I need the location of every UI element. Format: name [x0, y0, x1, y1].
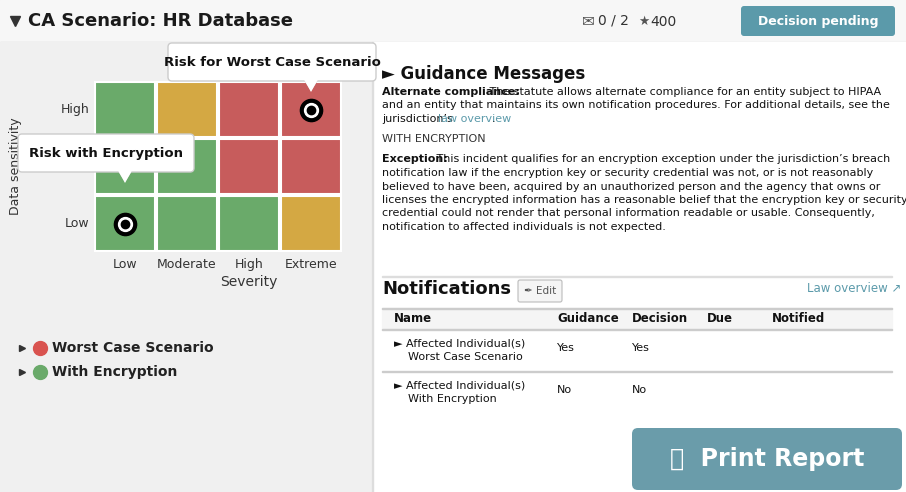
- Text: 0 / 2: 0 / 2: [598, 14, 629, 28]
- Text: Law overview ↗: Law overview ↗: [807, 282, 901, 295]
- Text: ► Affected Individual(s): ► Affected Individual(s): [394, 380, 525, 390]
- Bar: [157, 139, 217, 194]
- Text: High: High: [235, 258, 264, 271]
- Text: Risk with Encryption: Risk with Encryption: [29, 147, 183, 159]
- Polygon shape: [116, 167, 134, 183]
- Bar: [382, 330, 892, 372]
- Polygon shape: [116, 168, 134, 182]
- Text: Notified: Notified: [772, 312, 825, 326]
- Text: ✒ Edit: ✒ Edit: [524, 286, 556, 296]
- Bar: [281, 82, 341, 137]
- Text: Decision: Decision: [632, 312, 689, 326]
- Bar: [382, 308, 892, 309]
- Bar: [157, 196, 217, 251]
- FancyBboxPatch shape: [18, 134, 194, 172]
- Polygon shape: [302, 76, 320, 92]
- Bar: [157, 82, 217, 137]
- Text: 400: 400: [650, 15, 676, 29]
- Bar: [382, 276, 892, 277]
- Bar: [382, 371, 892, 372]
- Text: and an entity that maintains its own notification procedures. For additional det: and an entity that maintains its own not…: [382, 100, 890, 111]
- Bar: [382, 372, 892, 414]
- Bar: [0, 0, 906, 42]
- Bar: [0, 42, 372, 492]
- Bar: [219, 82, 279, 137]
- Bar: [219, 196, 279, 251]
- Text: ► Affected Individual(s): ► Affected Individual(s): [394, 338, 525, 348]
- Text: High: High: [61, 103, 89, 116]
- Text: With Encryption: With Encryption: [52, 365, 178, 379]
- Text: believed to have been, acquired by an unauthorized person and the agency that ow: believed to have been, acquired by an un…: [382, 182, 881, 191]
- Bar: [382, 308, 892, 330]
- Text: ► Guidance Messages: ► Guidance Messages: [382, 65, 585, 83]
- Text: Extreme: Extreme: [284, 258, 337, 271]
- Text: Low: Low: [112, 258, 138, 271]
- Text: Decision pending: Decision pending: [757, 14, 878, 28]
- Bar: [95, 139, 155, 194]
- Text: No: No: [632, 385, 647, 395]
- Text: Worst Case Scenario: Worst Case Scenario: [394, 352, 523, 362]
- Bar: [281, 196, 341, 251]
- Bar: [382, 329, 892, 330]
- Bar: [0, 41, 906, 42]
- FancyBboxPatch shape: [632, 428, 902, 490]
- Text: The statute allows alternate compliance for an entity subject to HIPAA: The statute allows alternate compliance …: [486, 87, 882, 97]
- Text: With Encryption: With Encryption: [394, 394, 496, 404]
- Text: No: No: [557, 385, 572, 395]
- Text: Moderate: Moderate: [157, 258, 217, 271]
- Text: law overview: law overview: [438, 114, 511, 124]
- Bar: [281, 139, 341, 194]
- Text: Due: Due: [707, 312, 733, 326]
- Text: notification to affected individuals is not expected.: notification to affected individuals is …: [382, 222, 666, 232]
- Text: .: .: [492, 114, 496, 124]
- Text: Notifications: Notifications: [382, 280, 511, 298]
- Text: CA Scenario: HR Database: CA Scenario: HR Database: [28, 12, 293, 30]
- Text: notification law if the encryption key or security credential was not, or is not: notification law if the encryption key o…: [382, 168, 873, 178]
- FancyBboxPatch shape: [168, 43, 376, 81]
- Text: This incident qualifies for an encryption exception under the jurisdiction’s bre: This incident qualifies for an encryptio…: [433, 154, 891, 164]
- Text: jurisdiction’s: jurisdiction’s: [382, 114, 457, 124]
- Text: Severity: Severity: [220, 275, 277, 289]
- Bar: [372, 42, 906, 492]
- Text: Name: Name: [394, 312, 432, 326]
- Text: Worst Case Scenario: Worst Case Scenario: [52, 341, 214, 355]
- FancyBboxPatch shape: [518, 280, 562, 302]
- Text: credential could not render that personal information readable or usable. Conseq: credential could not render that persona…: [382, 209, 875, 218]
- Bar: [95, 196, 155, 251]
- Text: Low: Low: [64, 217, 89, 230]
- Text: ✉: ✉: [582, 13, 594, 29]
- Text: Alternate compliance:: Alternate compliance:: [382, 87, 520, 97]
- Text: Guidance: Guidance: [557, 312, 619, 326]
- Bar: [219, 139, 279, 194]
- Text: Exception:: Exception:: [382, 154, 448, 164]
- Text: WITH ENCRYPTION: WITH ENCRYPTION: [382, 134, 486, 144]
- FancyBboxPatch shape: [741, 6, 895, 36]
- Text: ★: ★: [638, 14, 650, 28]
- Text: licenses the encrypted information has a reasonable belief that the encryption k: licenses the encrypted information has a…: [382, 195, 906, 205]
- Bar: [95, 82, 155, 137]
- Text: Yes: Yes: [557, 343, 575, 353]
- Text: ⎙  Print Report: ⎙ Print Report: [670, 447, 864, 471]
- Text: Yes: Yes: [632, 343, 650, 353]
- Text: Risk for Worst Case Scenario: Risk for Worst Case Scenario: [164, 56, 381, 68]
- Polygon shape: [302, 77, 320, 91]
- Text: Data sensitivity: Data sensitivity: [9, 118, 23, 215]
